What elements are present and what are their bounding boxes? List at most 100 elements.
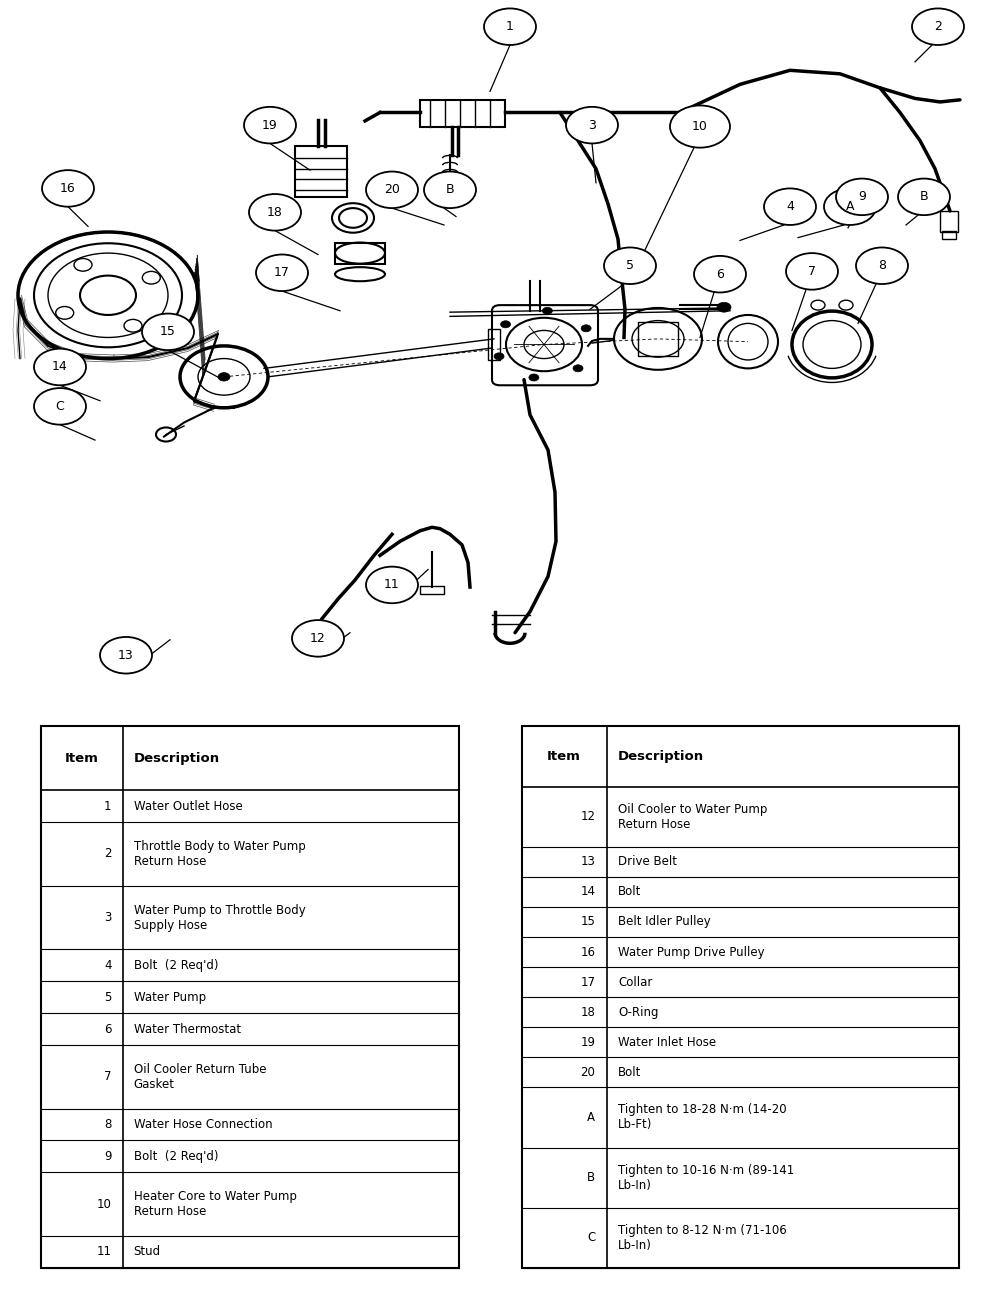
Text: Drive Belt: Drive Belt	[618, 855, 677, 868]
Text: 15: 15	[160, 325, 176, 338]
Text: Item: Item	[65, 752, 99, 765]
Text: 13: 13	[118, 649, 134, 662]
Text: 15: 15	[580, 916, 595, 929]
Text: 2: 2	[104, 848, 112, 860]
Circle shape	[256, 254, 308, 292]
Bar	[488, 329, 500, 360]
Text: 17: 17	[274, 266, 290, 279]
Text: Water Pump Drive Pulley: Water Pump Drive Pulley	[618, 946, 765, 958]
Text: 8: 8	[878, 259, 886, 272]
Text: 5: 5	[104, 991, 112, 1004]
Text: 10: 10	[692, 120, 708, 133]
Text: 10: 10	[97, 1197, 112, 1211]
Text: 9: 9	[858, 191, 866, 204]
Text: 9: 9	[104, 1149, 112, 1162]
Text: Water Pump: Water Pump	[134, 991, 206, 1004]
Text: 12: 12	[580, 810, 595, 823]
Circle shape	[142, 271, 160, 284]
Text: O-Ring: O-Ring	[618, 1006, 659, 1019]
Text: 4: 4	[104, 958, 112, 971]
Text: Water Pump to Throttle Body
Supply Hose: Water Pump to Throttle Body Supply Hose	[134, 903, 305, 931]
Text: 16: 16	[580, 946, 595, 958]
Circle shape	[244, 107, 296, 143]
Circle shape	[124, 320, 142, 332]
Text: 5: 5	[626, 259, 634, 272]
Text: Water Thermostat: Water Thermostat	[134, 1023, 241, 1036]
Circle shape	[839, 301, 853, 310]
Text: Oil Cooler to Water Pump
Return Hose: Oil Cooler to Water Pump Return Hose	[618, 802, 768, 831]
Text: 18: 18	[267, 206, 283, 219]
Text: 19: 19	[580, 1036, 595, 1049]
Circle shape	[811, 301, 825, 310]
Text: Oil Cooler Return Tube
Gasket: Oil Cooler Return Tube Gasket	[134, 1063, 266, 1091]
Circle shape	[764, 188, 816, 224]
Circle shape	[836, 178, 888, 215]
Text: Description: Description	[134, 752, 220, 765]
Text: 3: 3	[588, 119, 596, 132]
Text: 2: 2	[934, 21, 942, 34]
Text: Water Outlet Hose: Water Outlet Hose	[134, 800, 242, 813]
Text: 6: 6	[716, 268, 724, 281]
Text: 18: 18	[580, 1006, 595, 1019]
Text: 7: 7	[808, 264, 816, 277]
Text: 19: 19	[262, 119, 278, 132]
Circle shape	[573, 365, 583, 372]
Circle shape	[218, 373, 230, 381]
Text: Heater Core to Water Pump
Return Hose: Heater Core to Water Pump Return Hose	[134, 1191, 296, 1218]
Text: 6: 6	[104, 1023, 112, 1036]
Circle shape	[366, 172, 418, 208]
Circle shape	[694, 255, 746, 293]
Text: Tighten to 10-16 N·m (89-141
Lb-In): Tighten to 10-16 N·m (89-141 Lb-In)	[618, 1164, 794, 1192]
Circle shape	[717, 302, 731, 312]
Circle shape	[529, 374, 539, 381]
Circle shape	[424, 172, 476, 208]
Bar	[638, 322, 678, 356]
Text: Item: Item	[547, 749, 581, 764]
Text: B: B	[587, 1171, 595, 1184]
Circle shape	[501, 321, 511, 328]
Bar	[942, 231, 956, 239]
Circle shape	[74, 258, 92, 271]
Circle shape	[366, 566, 418, 604]
Circle shape	[249, 194, 301, 231]
Text: 13: 13	[580, 855, 595, 868]
Circle shape	[566, 107, 618, 143]
Text: 1: 1	[506, 21, 514, 34]
Text: Bolt  (2 Req'd): Bolt (2 Req'd)	[134, 1149, 218, 1162]
Text: A: A	[846, 200, 854, 213]
Text: Bolt: Bolt	[618, 1066, 642, 1078]
Circle shape	[34, 388, 86, 424]
Circle shape	[484, 9, 536, 45]
Text: 11: 11	[97, 1245, 112, 1259]
Text: Collar: Collar	[618, 975, 653, 988]
Text: Water Hose Connection: Water Hose Connection	[134, 1118, 272, 1131]
Circle shape	[142, 313, 194, 350]
Text: 3: 3	[104, 911, 112, 924]
Circle shape	[824, 188, 876, 224]
Text: B: B	[920, 191, 928, 204]
Circle shape	[670, 106, 730, 147]
Text: 20: 20	[384, 183, 400, 196]
Circle shape	[786, 253, 838, 290]
Text: Throttle Body to Water Pump
Return Hose: Throttle Body to Water Pump Return Hose	[134, 840, 305, 868]
Text: 11: 11	[384, 578, 400, 591]
Circle shape	[156, 427, 176, 441]
Bar	[295, 146, 347, 197]
Bar	[420, 99, 505, 126]
Text: 14: 14	[52, 360, 68, 374]
Circle shape	[34, 348, 86, 386]
Text: Water Inlet Hose: Water Inlet Hose	[618, 1036, 716, 1049]
Circle shape	[912, 9, 964, 45]
Circle shape	[494, 353, 504, 360]
Circle shape	[292, 620, 344, 657]
Text: Stud: Stud	[134, 1245, 161, 1259]
Text: C: C	[56, 400, 64, 413]
Text: C: C	[587, 1231, 595, 1245]
Text: Belt Idler Pulley: Belt Idler Pulley	[618, 916, 711, 929]
Circle shape	[604, 248, 656, 284]
Bar	[940, 210, 958, 232]
Text: Tighten to 18-28 N·m (14-20
Lb-Ft): Tighten to 18-28 N·m (14-20 Lb-Ft)	[618, 1103, 787, 1131]
Circle shape	[898, 178, 950, 215]
Circle shape	[56, 307, 74, 319]
Bar	[420, 586, 444, 595]
